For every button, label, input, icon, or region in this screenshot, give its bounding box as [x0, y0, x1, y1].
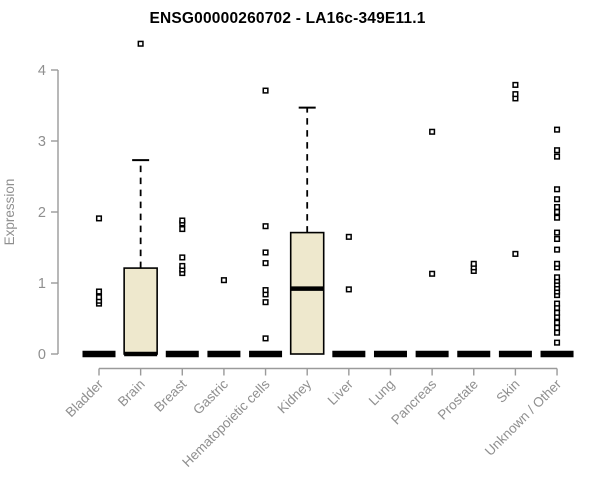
outlier-point [262, 335, 269, 342]
x-tick-label: Skin [493, 377, 522, 406]
outlier-point [95, 215, 103, 222]
collapsed-box-Unknown / Other [540, 350, 574, 358]
outlier-point [262, 249, 269, 256]
outlier-point [470, 260, 477, 267]
outlier-point [553, 339, 561, 346]
outlier-point [553, 274, 561, 281]
outlier-point [179, 262, 186, 270]
outlier-point [553, 203, 561, 211]
outlier-point [95, 294, 103, 301]
x-tick-label: Gastric [190, 376, 231, 417]
x-tick-label: Kidney [275, 376, 315, 416]
outlier-point [345, 233, 352, 240]
outlier-point [429, 270, 436, 277]
collapsed-box-Skin [498, 350, 532, 358]
outlier-point [553, 246, 561, 253]
y-tick-label: 3 [38, 134, 46, 150]
outlier-point [553, 329, 561, 336]
y-tick-label: 4 [38, 63, 46, 79]
outlier-point [95, 288, 103, 295]
x-tick-label: Lung [366, 377, 398, 409]
outlier-point [553, 229, 561, 236]
y-axis-title: Expression [2, 179, 17, 246]
collapsed-box-Bladder [82, 350, 116, 358]
x-tick-label: Prostate [435, 377, 481, 423]
outlier-point [553, 309, 561, 316]
outlier-point [262, 287, 269, 294]
outlier-point [553, 126, 561, 133]
x-tick-label: Liver [325, 376, 357, 408]
y-tick-label: 2 [38, 205, 46, 221]
chart-title: ENSG00000260702 - LA16c-349E11.1 [149, 10, 426, 27]
collapsed-box-Pancreas [415, 350, 449, 358]
collapsed-box-Breast [165, 350, 199, 358]
y-tick-label: 0 [38, 347, 46, 363]
y-tick-label: 1 [38, 276, 46, 292]
x-tick-label: Breast [151, 376, 189, 414]
outlier-point [262, 87, 269, 94]
collapsed-box-Gastric [207, 350, 241, 358]
outlier-point [553, 235, 561, 243]
outlier-point [553, 147, 561, 154]
collapsed-box-Liver [332, 350, 366, 358]
outlier-point [512, 81, 519, 88]
box-Kidney [289, 231, 325, 355]
outlier-point [553, 319, 561, 326]
x-tick-label: Unknown / Other [482, 376, 565, 459]
outlier-point [553, 214, 561, 221]
x-tick-label: Bladder [63, 376, 107, 420]
outlier-point [553, 260, 561, 267]
outlier-point [137, 40, 144, 47]
collapsed-box-Lung [373, 350, 407, 358]
outlier-point [429, 128, 436, 135]
outlier-point [262, 223, 269, 230]
box-Brain [123, 267, 158, 355]
outlier-point [553, 300, 561, 307]
outlier-point [512, 91, 519, 98]
outlier-point [262, 260, 269, 267]
outlier-point [220, 277, 227, 284]
outlier-point [512, 250, 519, 257]
outlier-point [179, 225, 186, 233]
outlier-point [553, 208, 561, 216]
outlier-point [553, 186, 561, 193]
outlier-point [553, 324, 561, 331]
outlier-point [553, 153, 561, 160]
outlier-point [345, 286, 352, 293]
outlier-point [179, 254, 186, 261]
outlier-point [179, 217, 186, 224]
x-tick-label: Brain [115, 377, 148, 410]
outlier-point [262, 299, 269, 306]
x-tick-label: Pancreas [388, 376, 439, 427]
collapsed-box-Prostate [457, 350, 491, 358]
collapsed-box-Hematopoietic cells [249, 350, 283, 358]
outlier-point [553, 196, 561, 203]
